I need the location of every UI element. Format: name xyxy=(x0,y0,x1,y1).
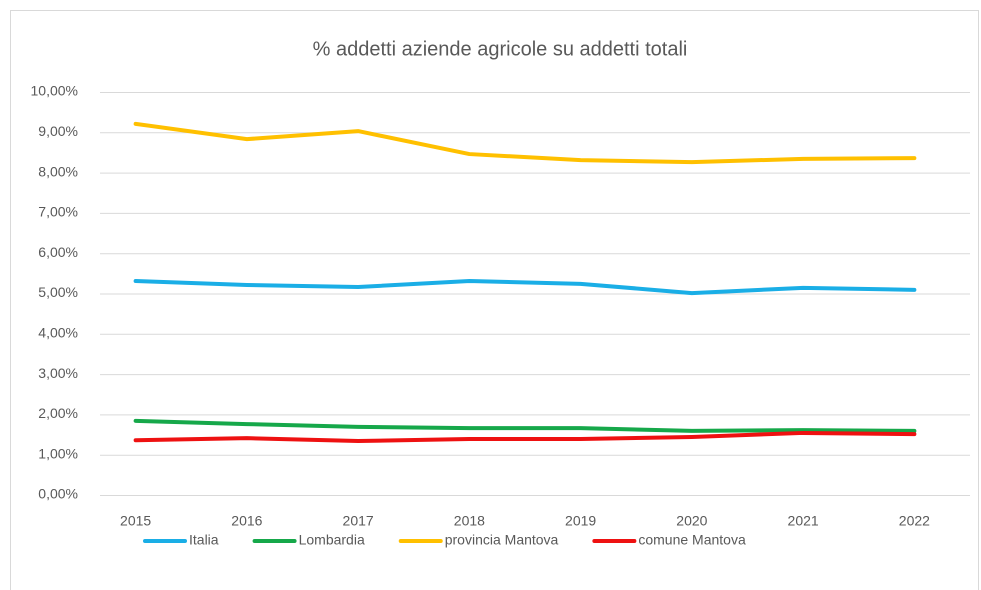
y-tick-label: 10,00% xyxy=(31,83,78,99)
y-tick-label: 9,00% xyxy=(38,123,78,139)
series-line xyxy=(133,121,917,165)
y-tick-label: 5,00% xyxy=(38,284,78,300)
x-tick-label: 2021 xyxy=(788,513,819,529)
chart-frame xyxy=(10,10,979,590)
y-tick-label: 4,00% xyxy=(38,325,78,341)
x-tick-label: 2022 xyxy=(899,513,930,529)
x-tick-label: 2015 xyxy=(120,513,151,529)
legend-label: Italia xyxy=(189,532,219,548)
legend-label: provincia Mantova xyxy=(445,532,559,548)
series-line xyxy=(133,279,917,296)
chart-title: % addetti aziende agricole su addetti to… xyxy=(313,38,688,60)
y-tick-label: 6,00% xyxy=(38,244,78,260)
x-tick-label: 2019 xyxy=(565,513,596,529)
legend-label: Lombardia xyxy=(299,532,365,548)
x-tick-label: 2018 xyxy=(454,513,485,529)
series-line xyxy=(133,430,917,443)
y-tick-label: 2,00% xyxy=(38,405,78,421)
y-tick-label: 3,00% xyxy=(38,365,78,381)
x-tick-label: 2020 xyxy=(676,513,707,529)
x-tick-label: 2016 xyxy=(231,513,262,529)
y-tick-label: 7,00% xyxy=(38,204,78,220)
y-tick-label: 1,00% xyxy=(38,445,78,461)
y-tick-label: 8,00% xyxy=(38,163,78,179)
y-tick-label: 0,00% xyxy=(38,486,78,502)
legend-label: comune Mantova xyxy=(638,532,746,548)
x-tick-label: 2017 xyxy=(343,513,374,529)
series-line xyxy=(133,418,917,433)
